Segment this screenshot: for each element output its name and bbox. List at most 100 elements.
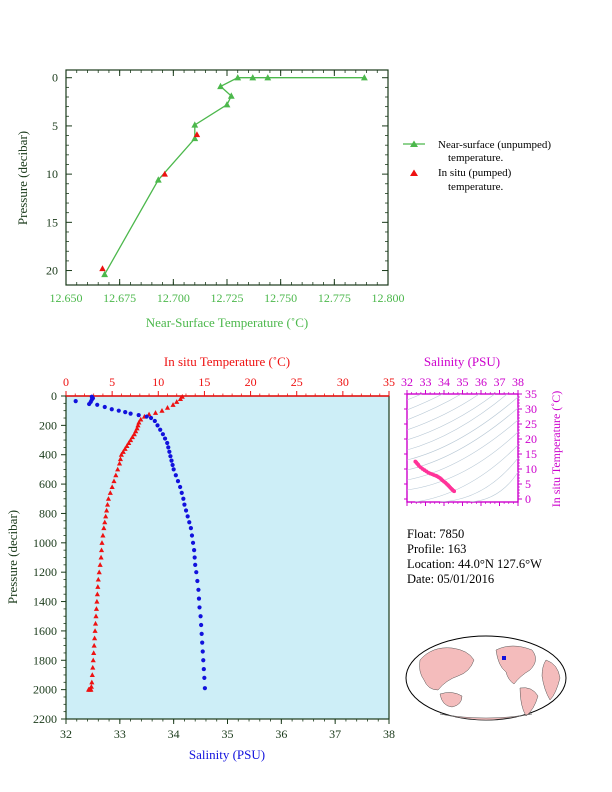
near-surface-x-tick-label: 12.750 [264,291,297,305]
salinity-profile-point [136,412,141,418]
profile-top-tick-label: 10 [152,375,164,389]
profile-y-tick-label: 200 [39,418,57,432]
temperature-profile-point [92,635,98,641]
near-surface-x-ticks: 12.650 12.675 12.700 12.725 12.750 12.775 12.8… [50,70,405,305]
unpumped-temperature-point [191,134,199,142]
legend-unpumped-label-line1: Near-surface (unpumped) [438,139,551,151]
ts-y-tick-label: 35 [525,387,537,401]
temperature-profile-point [159,407,165,413]
profile-top-axis-label: In situ Temperature (˚C) [164,354,290,369]
salinity-profile-point [109,407,114,412]
unpumped-temperature-point [227,92,235,99]
profile-top-tick-label: 35 [383,375,395,389]
near-surface-y-tick-label: 0 [52,71,58,85]
unpumped-temperature-point [191,121,199,128]
profile-top-tick-label: 15 [198,375,210,389]
map-landmass-africa [541,659,561,701]
salinity-profile-point [196,587,201,592]
salinity-profile-point [192,555,197,560]
temperature-profile-point [174,399,180,404]
temperature-profile-point [93,613,99,619]
temperature-profile-point [94,598,100,604]
temperature-profile-point [164,405,171,410]
map-landmass-south-america [519,687,539,717]
salinity-profile-point [200,649,205,654]
near-surface-x-tick-label: 12.650 [50,291,83,305]
temperature-profile-point [86,686,92,692]
salinity-profile-point [199,622,204,628]
legend-unpumped-label-line2: temperature. [448,152,504,164]
pumped-temperature-point [99,265,106,272]
profile-y-tick-label: 600 [39,477,57,491]
salinity-profile-point [183,508,189,513]
temperature-profile-point [116,460,123,466]
salinity-profile-point [198,614,203,619]
legend-pumped-label-line1: In situ (pumped) [438,167,512,179]
salinity-profile-point [173,473,178,478]
near-surface-y-tick-label: 10 [46,167,58,181]
temperature-profile-point [104,501,111,507]
salinity-profile-point [87,401,92,407]
profile-y-tick-label: 2200 [33,712,57,726]
profile-bottom-tick-label: 33 [114,727,126,741]
near-surface-legend: Near-surface (unpumped) temperature. In … [403,139,551,193]
salinity-profile-point [202,686,207,691]
near-surface-y-tick-label: 5 [52,119,58,133]
profile-plot-area [65,395,390,720]
salinity-profile-point [181,496,186,501]
unpumped-temperature-point [360,74,368,81]
salinity-profile-point [102,404,107,410]
map-landmass-antarctica [439,713,533,721]
legend-green-triangle-icon [410,140,418,147]
unpumped-temperature-point [154,176,162,183]
profile-bottom-tick-label: 36 [275,727,287,741]
salinity-profile-point [182,502,187,507]
pumped-temperature-point [161,170,168,177]
ts-x-tick-label: 35 [457,375,469,389]
temperature-profile-point [124,443,130,448]
world-map [405,635,567,721]
salinity-profile-point [166,445,171,450]
profile-top-tick-label: 25 [291,375,303,389]
temperature-profile-point [103,513,109,519]
temperature-profile-point [95,576,101,582]
temperature-profile-point [104,507,110,513]
salinity-profile-point [175,479,181,484]
temperature-profile-point [97,562,103,567]
temperature-profile-point [91,650,97,655]
salinity-profile-point [160,432,165,437]
salinity-profile-point [116,408,121,413]
temperature-profile-point [102,519,108,525]
salinity-profile-point [185,514,190,519]
unpumped-temperature-point [234,74,242,81]
profile-number: Profile: 163 [407,542,466,556]
ts-y-tick-label: 0 [525,492,531,506]
temperature-profile-point [90,657,96,663]
ts-x-tick-label: 33 [420,375,432,389]
float-info: Float: 7850 Profile: 163 Location: 44.0°… [407,527,542,586]
salinity-profile-point [168,454,173,459]
map-landmass-north-america [495,645,536,685]
salinity-profile-point [190,540,196,545]
near-surface-x-tick-label: 12.725 [211,291,244,305]
salinity-profile-point [197,605,202,610]
temperature-profile-point [117,456,124,462]
profile-bottom-tick-label: 34 [168,727,180,741]
salinity-profile-point [144,414,149,419]
ts-density-contours [407,394,518,502]
ts-point [452,489,457,494]
profile-date: Date: 05/01/2016 [407,572,494,586]
near-surface-x-tick-label: 12.675 [103,291,136,305]
salinity-profile-point [199,631,204,636]
salinity-profile-point [165,440,170,446]
salinity-profile-point [188,526,193,531]
ts-y-tick-label: 25 [525,417,537,431]
profile-top-tick-label: 20 [245,375,257,389]
profile-bottom-tick-label: 37 [329,727,341,741]
salinity-profile-point [155,423,160,428]
salinity-profile-point [195,578,200,584]
temperature-profile-point [96,569,102,575]
temperature-profile-point [115,466,121,472]
